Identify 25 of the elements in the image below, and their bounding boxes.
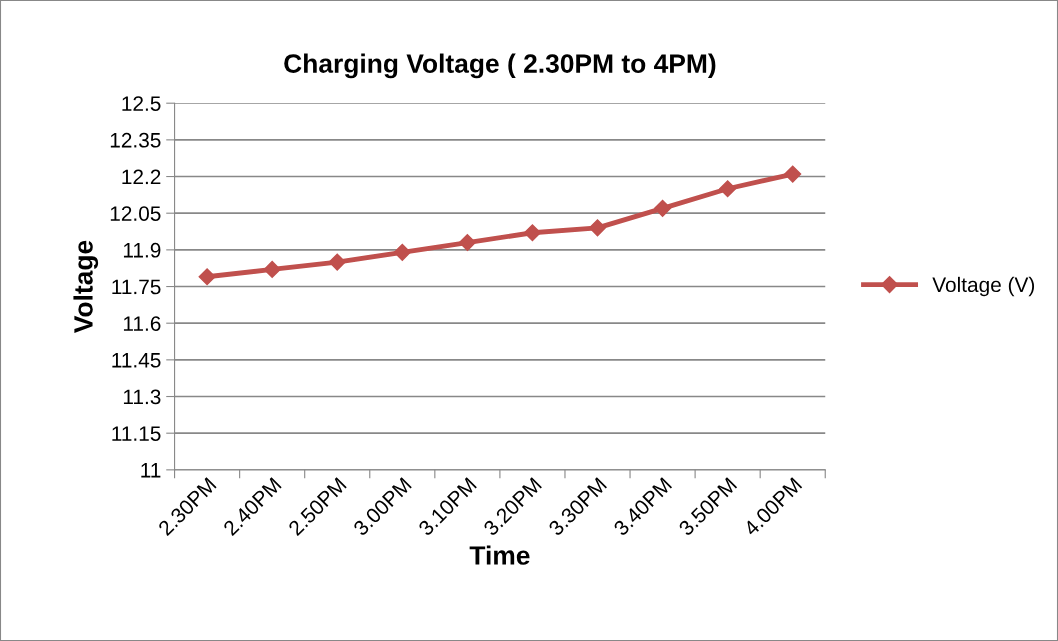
- y-tick-label: 11.75: [112, 279, 161, 295]
- x-axis-title: Time: [469, 545, 530, 565]
- y-tick-label: 11.15: [112, 426, 161, 441]
- y-tick-label: 12.2: [122, 169, 161, 185]
- legend-label: Voltage (V): [932, 276, 1035, 297]
- y-axis-title: Voltage: [73, 240, 99, 334]
- point: [458, 233, 476, 252]
- y-tick-label: 11.45: [112, 353, 161, 368]
- point: [393, 243, 411, 261]
- point: [198, 268, 216, 286]
- chart-title: Charging Voltage ( 2.30PM to 4PM): [284, 53, 716, 79]
- y-tick-label: 12.05: [110, 206, 161, 221]
- point: [784, 165, 802, 183]
- point: [719, 180, 737, 198]
- y-tick-label: 11: [141, 463, 161, 478]
- point: [263, 260, 281, 278]
- y-tick-label: 11.6: [123, 316, 161, 331]
- y-tick-label: 11.9: [123, 242, 161, 258]
- y-tick-label: 11.3: [123, 389, 161, 405]
- y-tick-label: 12.5: [122, 96, 161, 111]
- point: [328, 253, 346, 271]
- point: [588, 219, 607, 237]
- point: [654, 199, 672, 217]
- y-tick-label: 12.35: [110, 132, 161, 148]
- point: [523, 224, 541, 242]
